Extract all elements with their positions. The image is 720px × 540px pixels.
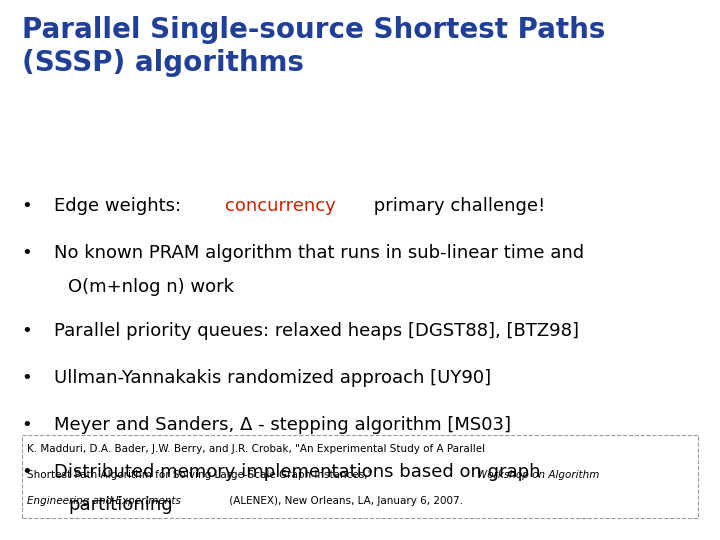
Text: Engineering and Experiments: Engineering and Experiments [27, 496, 181, 507]
Text: Meyer and Sanders, Δ - stepping algorithm [MS03]: Meyer and Sanders, Δ - stepping algorith… [54, 416, 511, 434]
Text: Edge weights:: Edge weights: [54, 197, 187, 215]
Text: No known PRAM algorithm that runs in sub-linear time and: No known PRAM algorithm that runs in sub… [54, 244, 584, 262]
Text: partitioning: partitioning [68, 496, 173, 515]
Text: Parallel Single-source Shortest Paths
(SSSP) algorithms: Parallel Single-source Shortest Paths (S… [22, 16, 605, 77]
Text: •: • [22, 369, 32, 387]
Text: •: • [22, 416, 32, 434]
Text: K. Madduri, D.A. Bader, J.W. Berry, and J.R. Crobak, "An Experimental Study of A: K. Madduri, D.A. Bader, J.W. Berry, and … [27, 444, 485, 455]
Text: Ullman-Yannakakis randomized approach [UY90]: Ullman-Yannakakis randomized approach [U… [54, 369, 491, 387]
Text: •: • [22, 244, 32, 262]
Text: Workshop on Algorithm: Workshop on Algorithm [477, 470, 600, 481]
Text: (ALENEX), New Orleans, LA, January 6, 2007.: (ALENEX), New Orleans, LA, January 6, 20… [226, 496, 463, 507]
Text: •: • [22, 197, 32, 215]
Text: •: • [22, 463, 32, 481]
Text: Parallel priority queues: relaxed heaps [DGST88], [BTZ98]: Parallel priority queues: relaxed heaps … [54, 322, 579, 340]
Text: Distributed memory implementations based on graph: Distributed memory implementations based… [54, 463, 541, 481]
Text: Shortest Path Algorithm for Solving Large-Scale Graph Instances,": Shortest Path Algorithm for Solving Larg… [27, 470, 376, 481]
Text: primary challenge!: primary challenge! [369, 197, 546, 215]
Text: concurrency: concurrency [225, 197, 336, 215]
Text: •: • [22, 322, 32, 340]
Text: O(m+nlog n) work: O(m+nlog n) work [68, 278, 235, 296]
